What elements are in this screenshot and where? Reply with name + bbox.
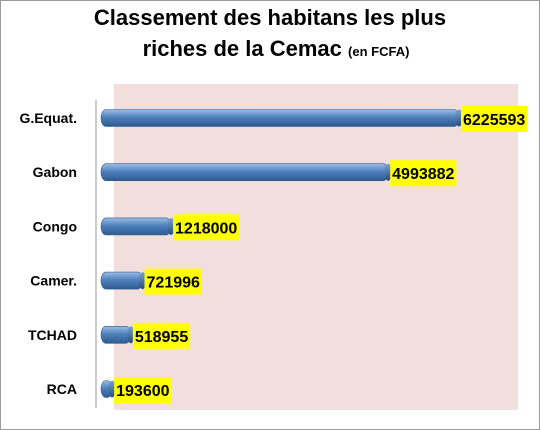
value-label-background [461,106,528,132]
value-label-background [173,214,240,241]
category-label: RCA [47,381,77,397]
value-label-background [114,377,172,403]
value-label: 1218000 [175,220,237,237]
bar [100,163,389,181]
value-label: 721996 [147,275,200,292]
chart-title-line1: Classement des habitans les plus [93,5,447,30]
bar [100,325,132,344]
value-label: 193600 [116,383,169,400]
category-label: TCHAD [28,327,77,343]
bar-end-cap [167,217,175,235]
category-label: Congo [33,218,77,234]
bar [100,217,172,236]
category-label: Camer. [30,273,77,289]
chart-title-main: riches de la Cemac [142,36,342,61]
bar-end-cap [127,326,135,344]
bar [100,271,143,290]
category-label: G.Equat. [19,110,77,126]
value-label-background [132,322,191,349]
chart-title-unit: (en FCFA) [348,44,410,59]
value-label: 6225593 [463,112,525,129]
value-label-background [390,160,457,187]
bar-end-cap [139,272,147,290]
category-label: Gabon [33,164,77,180]
value-label: 4993882 [392,166,454,183]
plot-area [114,84,518,410]
chart-title-line2: riches de la Cemac (en FCFA) [0,33,540,67]
bar [100,109,460,127]
bar-end-cap [384,163,392,181]
value-label-background [144,268,202,295]
bar-end-cap [455,109,463,127]
value-label: 518955 [135,329,188,346]
chart-title: Classement des habitans les plus riches … [0,2,540,67]
bar-end-cap [108,380,116,398]
